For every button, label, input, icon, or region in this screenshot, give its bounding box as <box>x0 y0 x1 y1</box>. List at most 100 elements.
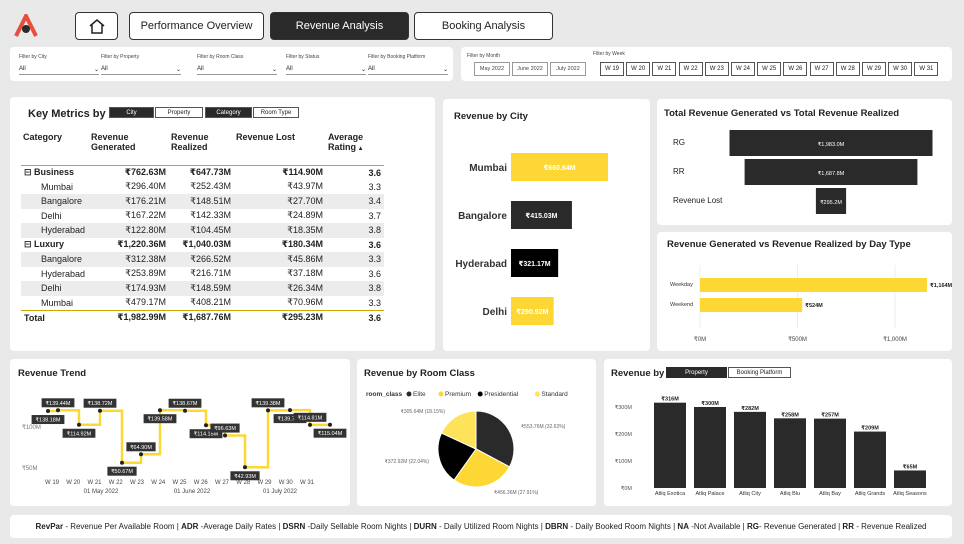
glossary-definition: -Not Available | <box>688 522 747 531</box>
table-cell: ₹26.34M <box>234 281 326 296</box>
week-tick-label: W 31 <box>300 480 315 486</box>
week-chip[interactable]: W 25 <box>757 62 782 76</box>
column-header[interactable]: Revenue Realized <box>169 131 234 166</box>
trend-label-bg <box>62 428 96 438</box>
week-chip[interactable]: W 27 <box>809 62 834 76</box>
property-bar <box>894 470 926 488</box>
glossary-definition: - Daily Booked Room Nights | <box>568 522 678 531</box>
funnel-label: Revenue Lost <box>673 196 723 205</box>
column-header[interactable]: Average Rating ▲ <box>326 131 384 166</box>
tick-label: ₹0M <box>694 336 706 343</box>
trend-point <box>183 408 187 413</box>
week-chip[interactable]: W 24 <box>731 62 755 76</box>
toggle-category[interactable]: Category <box>205 107 252 118</box>
tab-performance-overview[interactable]: Performance Overview <box>129 12 264 40</box>
key-metrics-title: Key Metrics by <box>28 108 106 120</box>
legend-dot <box>477 391 483 397</box>
week-chip[interactable]: W 19 <box>600 62 624 76</box>
trend-point <box>308 422 312 427</box>
day-type-chart: ₹0M ₹500M ₹1,000M Weekday ₹1,164M Weekend ₹524… <box>670 265 952 343</box>
daytype-label: Weekday <box>670 282 693 288</box>
week-chip[interactable]: W 23 <box>704 62 729 76</box>
revenue-trend-chart: ₹100M ₹50M W 19 W 20 W 21 W 22 W 23 W 24 W 25 W 2… <box>22 398 347 495</box>
trend-point <box>56 408 60 413</box>
pie-slice-label: ₹372.92M (22.04%) <box>385 459 430 465</box>
table-cell: ₹148.51M <box>169 194 234 209</box>
property-label: Atliq Palace <box>695 491 724 497</box>
collapse-icon[interactable]: ⊟ <box>24 239 35 250</box>
table-cell: ₹24.89M <box>287 210 323 221</box>
month-label: 01 July 2022 <box>263 489 298 495</box>
month-chip[interactable]: July 2022 <box>550 62 586 76</box>
toggle-city[interactable]: City <box>109 107 154 118</box>
week-chip[interactable]: W 22 <box>678 62 703 76</box>
week-chip[interactable]: W 31 <box>914 62 939 76</box>
daytype-label: Weekend <box>670 302 693 308</box>
glossary-term: NA <box>677 522 689 531</box>
toggle-room-type[interactable]: Room Type <box>253 107 299 118</box>
property-label: Atliq Seasons <box>893 491 927 497</box>
property-value-label: ₹316M <box>661 396 679 403</box>
trend-value-label: ₹139.58M <box>148 416 173 423</box>
toggle-property[interactable]: Property <box>155 107 203 118</box>
glossary-definition: - Revenue Generated | <box>758 522 843 531</box>
toggle-booking-platform[interactable]: Booking Platform <box>728 367 791 378</box>
table-cell: 3.3 <box>326 252 384 267</box>
funnel-bar <box>744 159 918 185</box>
table-cell: Mumbai <box>41 297 74 308</box>
filter-city[interactable]: Filter by City All ⌄ <box>19 54 99 75</box>
week-chip[interactable]: W 21 <box>652 62 677 76</box>
filter-status[interactable]: Filter by Status All ⌄ <box>286 54 366 75</box>
city-value-label: ₹660.64M <box>543 164 575 172</box>
tab-booking-analysis[interactable]: Booking Analysis <box>414 12 553 40</box>
table-cell: ₹408.21M <box>190 297 231 307</box>
daytype-value-label: ₹1,164M <box>930 282 952 289</box>
column-header[interactable]: Category <box>21 131 89 166</box>
property-label: Atliq City <box>739 491 761 497</box>
table-cell: Bangalore <box>21 194 89 209</box>
trend-label-bg <box>273 414 307 424</box>
room-class-title: Revenue by Room Class <box>364 368 475 379</box>
revenue-by-title: Revenue by <box>611 368 665 379</box>
week-chip[interactable]: W 20 <box>626 62 651 76</box>
toggle-property[interactable]: Property <box>666 367 727 378</box>
revenue-by-property-chart: ₹300M ₹200M ₹100M ₹0M ₹316M Atliq Exotica ₹300… <box>615 396 927 497</box>
trend-point <box>328 422 332 427</box>
property-bar <box>654 402 686 488</box>
filter-room-class[interactable]: Filter by Room Class All ⌄ <box>197 54 277 75</box>
month-chip[interactable]: May 2022 <box>474 62 510 76</box>
trend-point <box>139 452 143 457</box>
trend-point <box>243 465 247 470</box>
table-cell: Hyderabad <box>21 223 89 238</box>
week-chip[interactable]: W 28 <box>835 62 860 76</box>
y-tick-label: ₹300M <box>615 404 633 411</box>
table-cell: ₹27.70M <box>234 194 326 209</box>
property-value-label: ₹209M <box>861 425 879 432</box>
rg-vs-rr-title: Total Revenue Generated vs Total Revenue… <box>664 108 900 119</box>
collapse-icon[interactable]: ⊟ <box>24 167 35 177</box>
week-chip[interactable]: W 26 <box>783 62 808 76</box>
trend-value-label: ₹114.92M <box>67 430 92 437</box>
trend-label-bg <box>107 466 137 476</box>
table-cell: ₹266.52M <box>169 252 234 267</box>
daytype-bar <box>700 298 803 312</box>
tab-revenue-analysis[interactable]: Revenue Analysis <box>270 12 409 40</box>
filter-property[interactable]: Filter by Property All ⌄ <box>101 54 181 75</box>
y-tick-label: ₹100M <box>22 424 41 431</box>
table-cell: ₹647.73M <box>169 165 234 180</box>
month-chip[interactable]: June 2022 <box>512 62 548 76</box>
column-header[interactable]: Revenue Lost <box>234 131 326 166</box>
funnel-bar <box>729 130 933 156</box>
column-header[interactable]: Revenue Generated <box>89 131 169 166</box>
week-chip[interactable]: W 30 <box>888 62 913 76</box>
table-cell: Delhi <box>41 210 62 221</box>
sort-icon: ▲ <box>356 146 364 152</box>
table-cell: 3.6 <box>326 237 384 252</box>
filter-booking-platform[interactable]: Filter by Booking Platform All ⌄ <box>368 54 448 75</box>
city-label: Bangalore <box>458 211 507 222</box>
home-button[interactable] <box>75 12 118 40</box>
month-label: 01 June 2022 <box>174 489 211 495</box>
rg-vs-rr-chart: RG ₹1,983.0M RR ₹1,687.8M Revenue Lost ₹295.2… <box>673 130 933 214</box>
city-value-label: ₹415.03M <box>525 212 557 220</box>
week-chip[interactable]: W 29 <box>862 62 886 76</box>
